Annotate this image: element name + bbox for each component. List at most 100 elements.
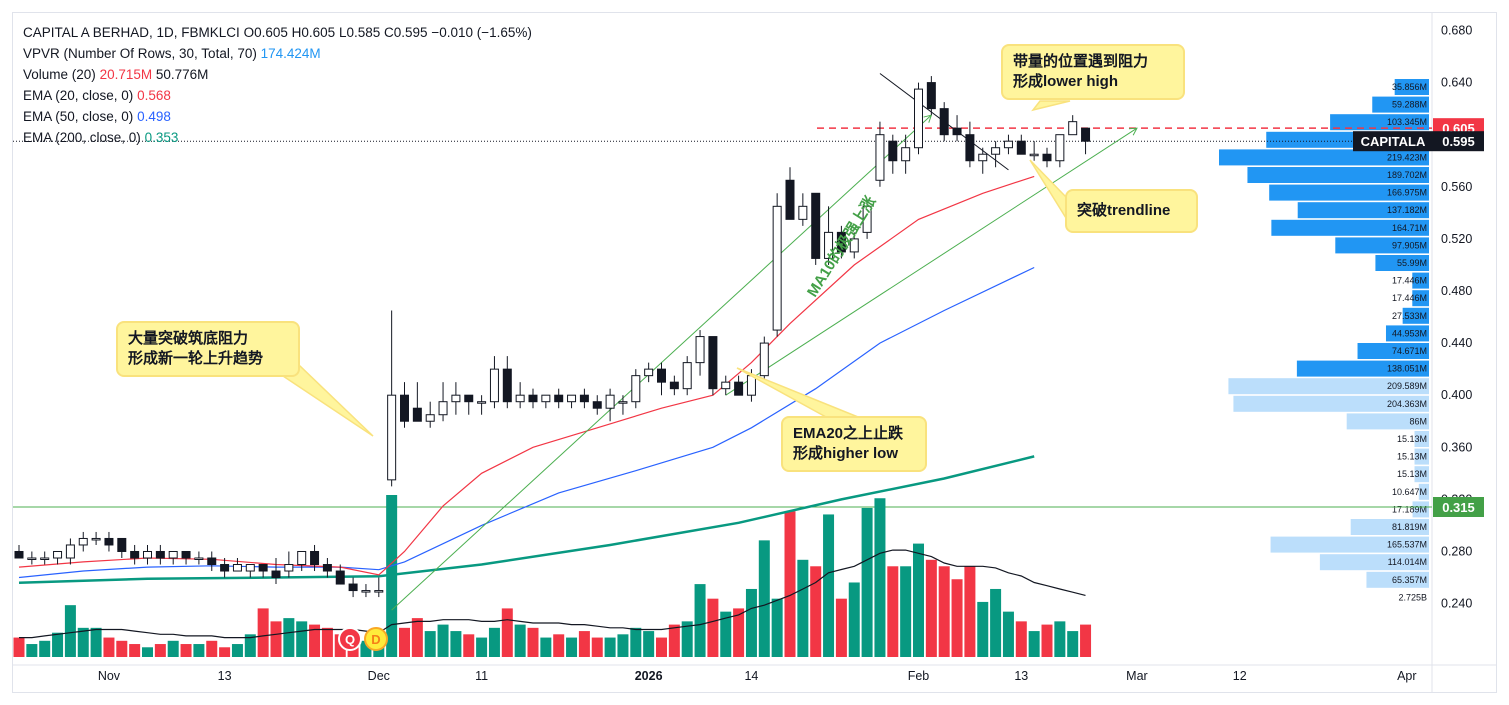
candle-body[interactable] bbox=[348, 583, 358, 592]
volume-profile-bar[interactable] bbox=[1412, 501, 1429, 518]
volume-bar[interactable] bbox=[283, 618, 295, 657]
candle-body[interactable] bbox=[335, 570, 345, 585]
volume-bar[interactable] bbox=[411, 618, 423, 657]
volume-bar[interactable] bbox=[913, 543, 924, 657]
ema200-row[interactable]: EMA (200, close, 0) 0.353 bbox=[23, 127, 532, 148]
candle-body[interactable] bbox=[310, 550, 320, 566]
candle-body[interactable] bbox=[875, 134, 885, 181]
candle-body[interactable] bbox=[271, 570, 281, 579]
volume-bar[interactable] bbox=[1041, 624, 1053, 657]
candle-body[interactable] bbox=[297, 550, 307, 566]
volume-profile-bar[interactable] bbox=[1357, 343, 1429, 359]
volume-bar[interactable] bbox=[450, 631, 462, 657]
volume-bar[interactable] bbox=[951, 579, 963, 657]
volume-bar[interactable] bbox=[514, 624, 526, 657]
volume-bar[interactable] bbox=[797, 559, 809, 657]
volume-bar[interactable] bbox=[745, 588, 757, 657]
candle-body[interactable] bbox=[65, 544, 75, 559]
trendline-lower-uptrend[interactable] bbox=[725, 127, 1138, 396]
candle-body[interactable] bbox=[155, 550, 165, 559]
volume-bar[interactable] bbox=[463, 634, 475, 657]
candle-body[interactable] bbox=[721, 381, 731, 390]
volume-bar[interactable] bbox=[874, 498, 886, 657]
candle-body[interactable] bbox=[502, 368, 512, 403]
volume-bar[interactable] bbox=[553, 634, 565, 657]
volume-profile-bar[interactable] bbox=[1330, 114, 1429, 131]
volume-bar[interactable] bbox=[167, 640, 179, 657]
volume-bar[interactable] bbox=[643, 631, 655, 657]
volume-bar[interactable] bbox=[733, 608, 745, 657]
volume-bar[interactable] bbox=[681, 621, 693, 657]
volume-profile-bar[interactable] bbox=[1412, 290, 1429, 307]
candle-body[interactable] bbox=[1055, 134, 1065, 162]
volume-bar[interactable] bbox=[206, 640, 218, 657]
volume-profile-bar[interactable] bbox=[1418, 483, 1429, 500]
volume-profile-bar[interactable] bbox=[1414, 466, 1429, 483]
candle-body[interactable] bbox=[567, 394, 577, 403]
candle-body[interactable] bbox=[387, 394, 397, 481]
candle-body[interactable] bbox=[554, 394, 564, 403]
volume-bar[interactable] bbox=[784, 511, 796, 657]
volume-bar[interactable] bbox=[540, 637, 552, 657]
candle-body[interactable] bbox=[464, 394, 474, 403]
candle-body[interactable] bbox=[322, 564, 332, 572]
volume-profile-bar[interactable] bbox=[1375, 255, 1429, 271]
candle-body[interactable] bbox=[926, 82, 936, 110]
volume-bar[interactable] bbox=[848, 582, 860, 657]
volume-bar[interactable] bbox=[437, 624, 449, 657]
volume-bar[interactable] bbox=[386, 495, 398, 657]
ema20-row[interactable]: EMA (20, close, 0) 0.568 bbox=[23, 85, 532, 106]
volume-bar[interactable] bbox=[1080, 624, 1092, 657]
volume-profile-bar[interactable] bbox=[1402, 307, 1429, 324]
volume-bar[interactable] bbox=[142, 647, 153, 657]
volume-profile-bar[interactable] bbox=[1335, 237, 1429, 254]
volume-bar[interactable] bbox=[13, 637, 25, 657]
volume-bar[interactable] bbox=[52, 632, 64, 657]
candle-body[interactable] bbox=[862, 205, 872, 233]
volume-bar[interactable] bbox=[656, 637, 667, 657]
volume-bar[interactable] bbox=[219, 647, 231, 657]
candle-body[interactable] bbox=[618, 401, 628, 404]
candle-body[interactable] bbox=[631, 375, 641, 403]
volume-profile-bar[interactable] bbox=[1233, 395, 1429, 412]
volume-bar[interactable] bbox=[39, 640, 51, 657]
volume-bar[interactable] bbox=[64, 605, 76, 657]
annotation-trendline-break[interactable]: 突破trendline bbox=[1065, 189, 1198, 233]
volume-bar[interactable] bbox=[399, 627, 410, 657]
volume-bar[interactable] bbox=[977, 601, 989, 657]
candle-body[interactable] bbox=[695, 336, 705, 364]
candle-body[interactable] bbox=[952, 127, 962, 136]
candle-body[interactable] bbox=[130, 550, 140, 559]
volume-bar[interactable] bbox=[887, 566, 899, 657]
candle-body[interactable] bbox=[939, 108, 949, 136]
volume-bar[interactable] bbox=[835, 598, 847, 657]
candle-body[interactable] bbox=[528, 394, 538, 403]
candle-body[interactable] bbox=[194, 557, 204, 560]
candle-body[interactable] bbox=[425, 414, 435, 422]
volume-bar[interactable] bbox=[501, 608, 513, 657]
ema20-line[interactable] bbox=[18, 175, 1035, 576]
candle-body[interactable] bbox=[605, 394, 615, 409]
candle-body[interactable] bbox=[1042, 153, 1052, 162]
volume-bar[interactable] bbox=[758, 540, 770, 657]
candle-body[interactable] bbox=[207, 557, 217, 566]
candle-body[interactable] bbox=[143, 550, 152, 559]
volume-bar[interactable] bbox=[591, 637, 603, 657]
candle-body[interactable] bbox=[1068, 121, 1078, 136]
volume-bar[interactable] bbox=[244, 634, 256, 657]
volume-profile-bar[interactable] bbox=[1270, 536, 1429, 553]
candle-body[interactable] bbox=[708, 336, 718, 390]
volume-bar[interactable] bbox=[823, 514, 835, 657]
ema200-line[interactable] bbox=[18, 455, 1035, 584]
candle-body[interactable] bbox=[836, 231, 846, 253]
volume-bar[interactable] bbox=[925, 559, 937, 657]
quarterly-marker[interactable] bbox=[338, 627, 362, 651]
candle-body[interactable] bbox=[489, 368, 499, 403]
volume-bar[interactable] bbox=[668, 624, 680, 657]
volume-bar[interactable] bbox=[103, 637, 115, 657]
support-price-tag[interactable] bbox=[1433, 497, 1484, 517]
volume-bar[interactable] bbox=[180, 644, 192, 657]
candle-body[interactable] bbox=[400, 394, 409, 422]
candle-body[interactable] bbox=[579, 394, 589, 403]
candle-body[interactable] bbox=[888, 140, 898, 162]
